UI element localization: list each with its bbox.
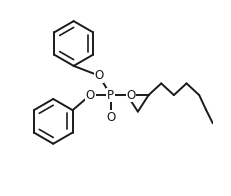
Text: O: O xyxy=(106,111,115,124)
Text: O: O xyxy=(126,89,136,102)
Text: P: P xyxy=(107,89,114,102)
Text: O: O xyxy=(85,89,95,102)
Text: O: O xyxy=(94,69,103,82)
